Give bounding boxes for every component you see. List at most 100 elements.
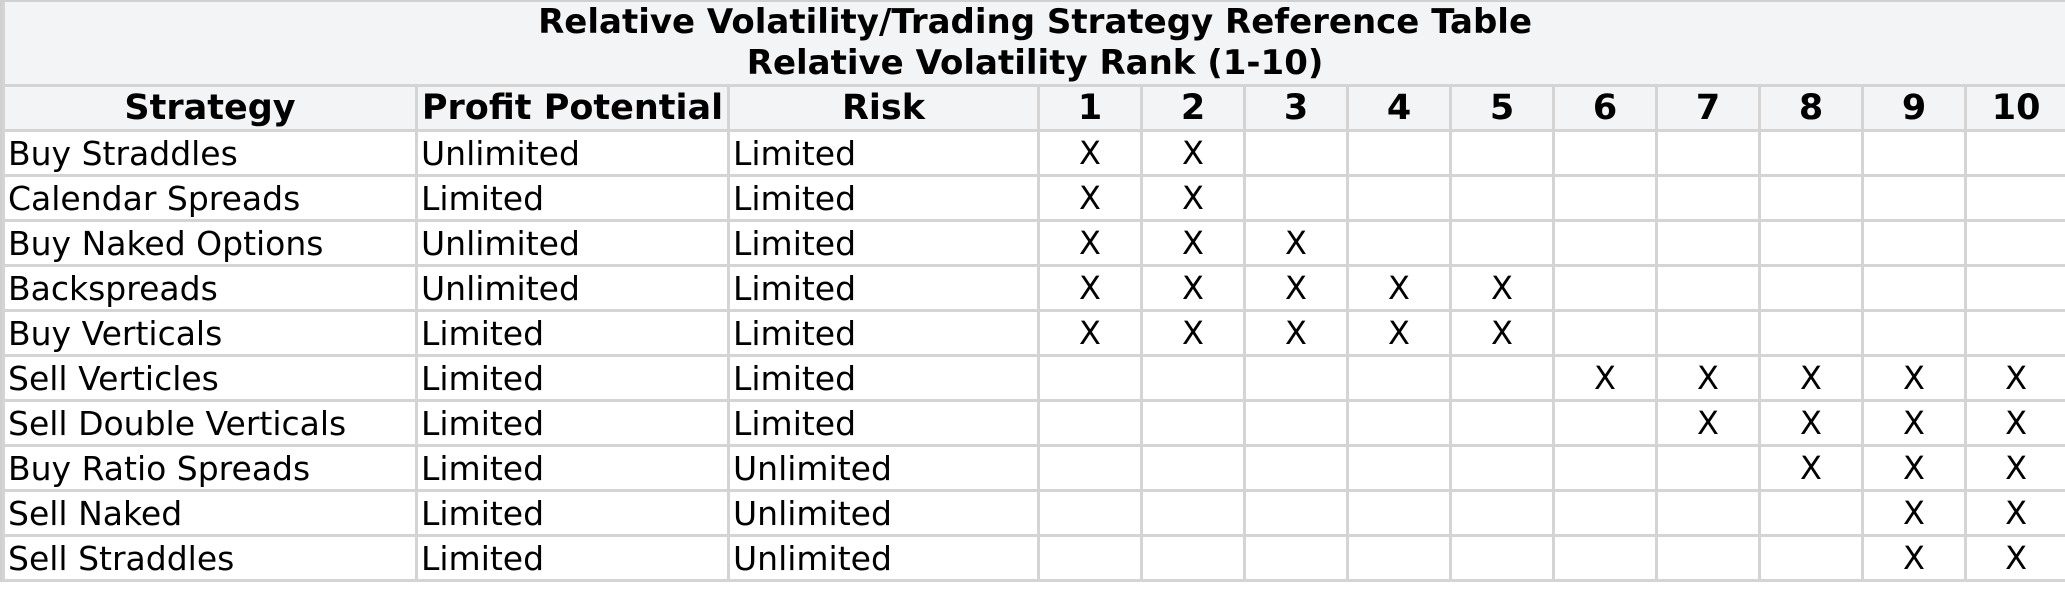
risk-cell: Limited (727, 399, 1040, 447)
strategy-cell: Sell Double Verticals (2, 399, 418, 447)
rank-mark-cell (1346, 174, 1452, 222)
rank-mark-cell: X (1963, 399, 2065, 447)
rank-mark-cell (1449, 354, 1555, 402)
rank-mark-cell (1552, 399, 1658, 447)
rank-mark-cell (1963, 129, 2065, 177)
column-header: 7 (1655, 84, 1761, 132)
rank-mark-cell: X (1758, 399, 1864, 447)
rank-mark-cell (1140, 399, 1246, 447)
rank-mark-cell (1140, 489, 1246, 537)
column-header: Risk (727, 84, 1040, 132)
rank-mark-cell: X (1243, 309, 1349, 357)
rank-mark-cell (1963, 219, 2065, 267)
rank-mark-cell: X (1037, 219, 1143, 267)
rank-mark-cell (1037, 354, 1143, 402)
rank-mark-cell (1758, 489, 1864, 537)
rank-mark-cell (1346, 354, 1452, 402)
rank-mark-cell (1140, 354, 1246, 402)
table-row: Buy Straddles Unlimited Limited X X (2, 129, 2065, 177)
rank-mark-cell: X (1861, 354, 1967, 402)
rank-mark-cell: X (1037, 264, 1143, 312)
rank-mark-cell (1758, 534, 1864, 582)
rank-mark-cell (1346, 219, 1452, 267)
rank-mark-cell (1758, 264, 1864, 312)
table-subtitle: Relative Volatility Rank (1-10) (746, 43, 1324, 83)
rank-mark-cell (1655, 174, 1761, 222)
rank-mark-cell (1655, 129, 1761, 177)
profit-potential-cell: Limited (415, 354, 730, 402)
rank-mark-cell (1861, 174, 1967, 222)
rank-mark-cell (1655, 219, 1761, 267)
strategy-cell: Buy Straddles (2, 129, 418, 177)
column-header: Strategy (2, 84, 418, 132)
risk-cell: Limited (727, 264, 1040, 312)
rank-mark-cell (1963, 309, 2065, 357)
rank-mark-cell: X (1758, 444, 1864, 492)
rank-mark-cell: X (1037, 174, 1143, 222)
table-row: Sell Straddles Limited Unlimited X X (2, 534, 2065, 582)
rank-mark-cell (1243, 354, 1349, 402)
column-header-row: Strategy Profit Potential Risk 1 2 3 4 5 6 7 8 9 10 (2, 84, 2065, 132)
rank-mark-cell: X (1655, 399, 1761, 447)
rank-mark-cell (1449, 399, 1555, 447)
rank-mark-cell (1758, 129, 1864, 177)
rank-mark-cell (1243, 129, 1349, 177)
profit-potential-cell: Limited (415, 534, 730, 582)
column-header: 8 (1758, 84, 1864, 132)
rank-mark-cell (1346, 444, 1452, 492)
profit-potential-cell: Unlimited (415, 264, 730, 312)
rank-mark-cell: X (1449, 309, 1555, 357)
risk-cell: Limited (727, 129, 1040, 177)
rank-mark-cell (1449, 444, 1555, 492)
rank-mark-cell (1243, 174, 1349, 222)
rank-mark-cell: X (1140, 309, 1246, 357)
profit-potential-cell: Unlimited (415, 129, 730, 177)
rank-mark-cell (1552, 309, 1658, 357)
strategy-cell: Buy Verticals (2, 309, 418, 357)
column-header: 1 (1037, 84, 1143, 132)
rank-mark-cell: X (1963, 534, 2065, 582)
rank-mark-cell: X (1243, 264, 1349, 312)
rank-mark-cell: X (1346, 309, 1452, 357)
column-header: 3 (1243, 84, 1349, 132)
risk-cell: Limited (727, 174, 1040, 222)
rank-mark-cell (1346, 489, 1452, 537)
rank-mark-cell (1861, 129, 1967, 177)
risk-cell: Unlimited (727, 444, 1040, 492)
rank-mark-cell (1552, 219, 1658, 267)
rank-mark-cell (1449, 129, 1555, 177)
rank-mark-cell (1861, 219, 1967, 267)
rank-mark-cell (1552, 129, 1658, 177)
rank-mark-cell (1243, 399, 1349, 447)
table-row: Sell Naked Limited Unlimited X X (2, 489, 2065, 537)
rank-mark-cell (1963, 264, 2065, 312)
profit-potential-cell: Limited (415, 444, 730, 492)
rank-mark-cell (1037, 534, 1143, 582)
rank-mark-cell: X (1449, 264, 1555, 312)
table-title-cell: Relative Volatility/Trading Strategy Ref… (1, 2, 2065, 87)
table-title-row: Relative Volatility/Trading Strategy Ref… (1, 2, 2065, 87)
rank-mark-cell: X (1963, 354, 2065, 402)
rank-mark-cell (1037, 489, 1143, 537)
rank-mark-cell: X (1243, 219, 1349, 267)
rank-mark-cell (1037, 399, 1143, 447)
rank-mark-cell (1758, 219, 1864, 267)
risk-cell: Limited (727, 219, 1040, 267)
rank-mark-cell (1243, 489, 1349, 537)
rank-mark-cell (1861, 264, 1967, 312)
column-header: 9 (1861, 84, 1967, 132)
table-row: Sell Verticles Limited Limited X X X X X (2, 354, 2065, 402)
rank-mark-cell (1037, 444, 1143, 492)
rank-mark-cell (1346, 534, 1452, 582)
column-header: 10 (1963, 84, 2065, 132)
rank-mark-cell (1346, 399, 1452, 447)
rank-mark-cell (1758, 309, 1864, 357)
rank-mark-cell: X (1861, 489, 1967, 537)
rank-mark-cell (1140, 534, 1246, 582)
rank-mark-cell: X (1140, 129, 1246, 177)
column-header: 4 (1346, 84, 1452, 132)
volatility-strategy-table: Relative Volatility/Trading Strategy Ref… (1, 2, 2065, 582)
table-body: Buy Straddles Unlimited Limited X X Calendar … (2, 129, 2065, 582)
profit-potential-cell: Limited (415, 174, 730, 222)
rank-mark-cell (1655, 444, 1761, 492)
